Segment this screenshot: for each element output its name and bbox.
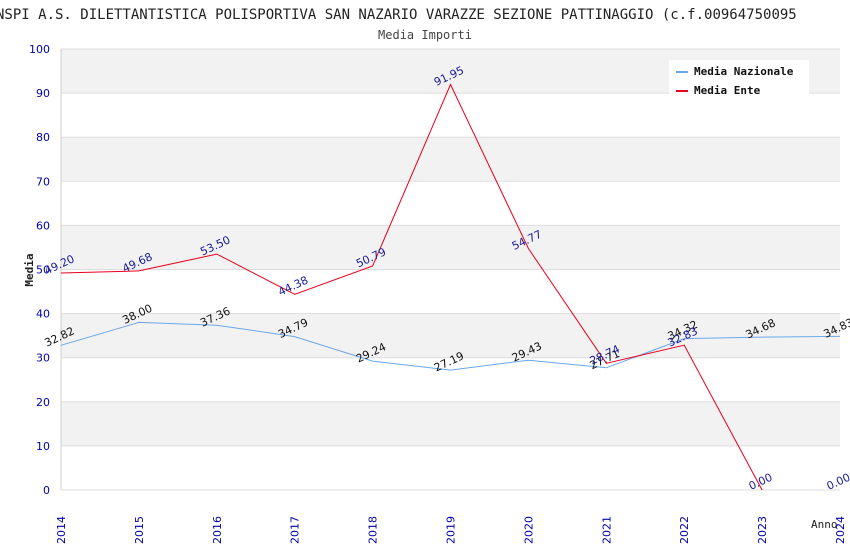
- x-tick-label: 2022: [678, 516, 691, 544]
- plot-band: [61, 137, 840, 182]
- x-tick-label: 2014: [55, 516, 68, 544]
- chart-subtitle: Media Importi: [378, 28, 472, 42]
- series-line-media-ente: [60, 83, 763, 491]
- y-tick-label: 30: [36, 352, 50, 365]
- plot-band: [61, 225, 840, 270]
- chart-title: NSPI A.S. DILETTANTISTICA POLISPORTIVA S…: [0, 7, 797, 23]
- y-tick-label: 20: [36, 396, 50, 409]
- legend-label-media-ente: Media Ente: [694, 84, 761, 97]
- legend: Media Nazionale Media Ente: [669, 60, 809, 98]
- plot-band: [61, 445, 840, 490]
- y-tick-label: 40: [36, 308, 50, 321]
- x-tick-label: 2024: [834, 516, 847, 544]
- x-axis-label: Anno: [811, 518, 838, 531]
- gridlines: [60, 48, 840, 491]
- y-tick-label: 50: [36, 264, 50, 277]
- y-tick-label: 0: [43, 484, 50, 497]
- y-tick-label: 100: [29, 43, 50, 56]
- y-tick-label: 70: [36, 175, 50, 188]
- y-tick-label: 90: [36, 87, 50, 100]
- y-tick-label: 60: [36, 219, 50, 232]
- series-lines: [60, 83, 841, 491]
- legend-box: [669, 60, 809, 98]
- x-tick-label: 2017: [289, 516, 302, 544]
- y-tick-label: 80: [36, 131, 50, 144]
- x-tick-label: 2018: [367, 516, 380, 544]
- plot-band: [61, 313, 840, 358]
- plot-band: [61, 181, 840, 226]
- y-axis-label: Media: [23, 253, 36, 286]
- y-tick-label: 10: [36, 440, 50, 453]
- x-tick-label: 2019: [445, 516, 458, 544]
- x-tick-label: 2020: [522, 516, 535, 544]
- plot-band: [61, 269, 840, 314]
- legend-label-media-nazionale: Media Nazionale: [694, 65, 794, 78]
- x-tick-label: 2023: [756, 516, 769, 544]
- x-axis-ticks: 2014 2015 2016 2017 2018 2019 2020 2021 2022 2023…: [55, 516, 847, 544]
- x-tick-label: 2021: [600, 516, 613, 544]
- plot-band: [61, 93, 840, 138]
- plot-band: [61, 401, 840, 446]
- series-line-media-nazionale: [60, 321, 841, 371]
- y-axis-ticks: 0 10 20 30 40 50 60 70 80 90 100: [29, 43, 50, 497]
- x-tick-label: 2015: [133, 516, 146, 544]
- x-tick-label: 2016: [211, 516, 224, 544]
